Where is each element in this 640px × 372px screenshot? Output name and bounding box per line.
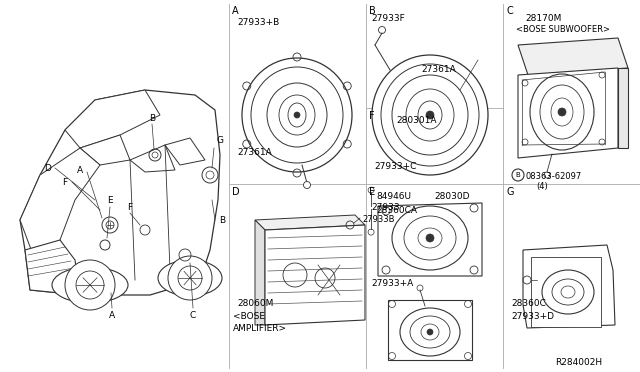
- Text: 27933F: 27933F: [371, 14, 405, 23]
- Ellipse shape: [418, 228, 442, 248]
- Text: B: B: [369, 6, 376, 16]
- Ellipse shape: [279, 95, 315, 135]
- Ellipse shape: [372, 55, 488, 175]
- Text: E: E: [107, 196, 113, 205]
- Text: G: G: [506, 187, 513, 197]
- Text: F: F: [63, 177, 68, 186]
- Text: A: A: [109, 311, 115, 320]
- Polygon shape: [165, 138, 205, 165]
- Ellipse shape: [540, 85, 584, 139]
- Polygon shape: [518, 68, 618, 158]
- Text: 27933+C: 27933+C: [374, 162, 417, 171]
- Circle shape: [168, 256, 212, 300]
- Polygon shape: [518, 38, 628, 75]
- Text: 84946U: 84946U: [376, 192, 411, 201]
- Ellipse shape: [52, 267, 128, 303]
- Bar: [388, 300, 472, 360]
- Text: 28060M: 28060M: [237, 299, 273, 308]
- Text: F: F: [127, 202, 132, 212]
- Text: 28170M: 28170M: [525, 14, 561, 23]
- Polygon shape: [80, 135, 130, 165]
- Ellipse shape: [381, 64, 479, 166]
- Text: E: E: [369, 187, 375, 197]
- Ellipse shape: [418, 101, 442, 129]
- Text: C: C: [506, 6, 513, 16]
- Ellipse shape: [267, 83, 327, 147]
- Text: 27933+D: 27933+D: [511, 312, 554, 321]
- Ellipse shape: [410, 316, 450, 348]
- Text: 27361A: 27361A: [421, 65, 456, 74]
- Text: 28030D: 28030D: [434, 192, 470, 201]
- Polygon shape: [523, 245, 615, 328]
- Text: R284002H: R284002H: [555, 358, 602, 367]
- Circle shape: [426, 111, 434, 119]
- Text: C: C: [190, 311, 196, 320]
- Text: 27933: 27933: [371, 203, 400, 212]
- Ellipse shape: [242, 58, 352, 172]
- Polygon shape: [130, 145, 175, 172]
- Ellipse shape: [288, 103, 306, 127]
- Ellipse shape: [530, 74, 594, 150]
- Text: A: A: [77, 166, 83, 174]
- Text: A: A: [232, 6, 239, 16]
- Circle shape: [558, 108, 566, 116]
- Polygon shape: [255, 215, 365, 230]
- Ellipse shape: [421, 324, 439, 340]
- Circle shape: [65, 260, 115, 310]
- Ellipse shape: [404, 216, 456, 260]
- Polygon shape: [20, 148, 100, 260]
- Polygon shape: [20, 90, 220, 295]
- Ellipse shape: [552, 279, 584, 305]
- Ellipse shape: [392, 75, 468, 155]
- Text: <BOSE SUBWOOFER>: <BOSE SUBWOOFER>: [516, 25, 610, 34]
- Circle shape: [427, 329, 433, 335]
- Ellipse shape: [251, 67, 343, 163]
- Circle shape: [294, 112, 300, 118]
- Text: D: D: [232, 187, 240, 197]
- Text: G: G: [216, 135, 223, 144]
- Text: B: B: [516, 172, 520, 178]
- Text: 27933B: 27933B: [362, 215, 394, 224]
- Ellipse shape: [158, 260, 222, 296]
- Ellipse shape: [392, 206, 468, 270]
- Text: D: D: [45, 164, 51, 173]
- Polygon shape: [378, 203, 482, 276]
- Ellipse shape: [406, 89, 454, 141]
- Text: 28360CA: 28360CA: [376, 206, 417, 215]
- Bar: [531, 257, 601, 327]
- Ellipse shape: [542, 270, 594, 314]
- Text: 27933+A: 27933+A: [371, 279, 413, 288]
- Polygon shape: [65, 90, 160, 148]
- Polygon shape: [25, 240, 80, 295]
- Text: 280301A: 280301A: [396, 116, 436, 125]
- Polygon shape: [255, 220, 265, 325]
- Circle shape: [178, 266, 202, 290]
- Circle shape: [426, 234, 434, 242]
- Text: 27361A: 27361A: [237, 148, 272, 157]
- Text: 27933+B: 27933+B: [237, 18, 280, 27]
- Polygon shape: [618, 68, 628, 148]
- Text: 08363-62097: 08363-62097: [526, 172, 582, 181]
- Ellipse shape: [400, 308, 460, 356]
- Circle shape: [303, 182, 310, 189]
- Text: F: F: [369, 111, 374, 121]
- Ellipse shape: [561, 286, 575, 298]
- Text: AMPLIFIER>: AMPLIFIER>: [233, 324, 287, 333]
- Circle shape: [76, 271, 104, 299]
- Text: (4): (4): [536, 182, 548, 191]
- Polygon shape: [265, 225, 365, 325]
- Text: B: B: [219, 215, 225, 224]
- Text: B: B: [149, 113, 155, 122]
- Ellipse shape: [551, 98, 573, 126]
- Text: 28360C: 28360C: [511, 299, 546, 308]
- Text: <BOSE: <BOSE: [233, 312, 265, 321]
